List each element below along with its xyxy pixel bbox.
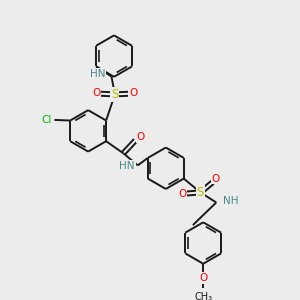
Text: HN: HN xyxy=(90,69,105,79)
Text: S: S xyxy=(111,88,118,101)
Text: O: O xyxy=(212,174,220,184)
Text: O: O xyxy=(129,88,137,98)
Text: CH₃: CH₃ xyxy=(194,292,212,300)
Text: O: O xyxy=(92,88,100,98)
Text: Cl: Cl xyxy=(41,115,52,125)
Text: O: O xyxy=(136,132,145,142)
Text: HN: HN xyxy=(119,161,135,171)
Text: S: S xyxy=(197,186,204,199)
Text: O: O xyxy=(199,273,207,283)
Text: O: O xyxy=(178,189,186,199)
Text: NH: NH xyxy=(223,196,238,206)
